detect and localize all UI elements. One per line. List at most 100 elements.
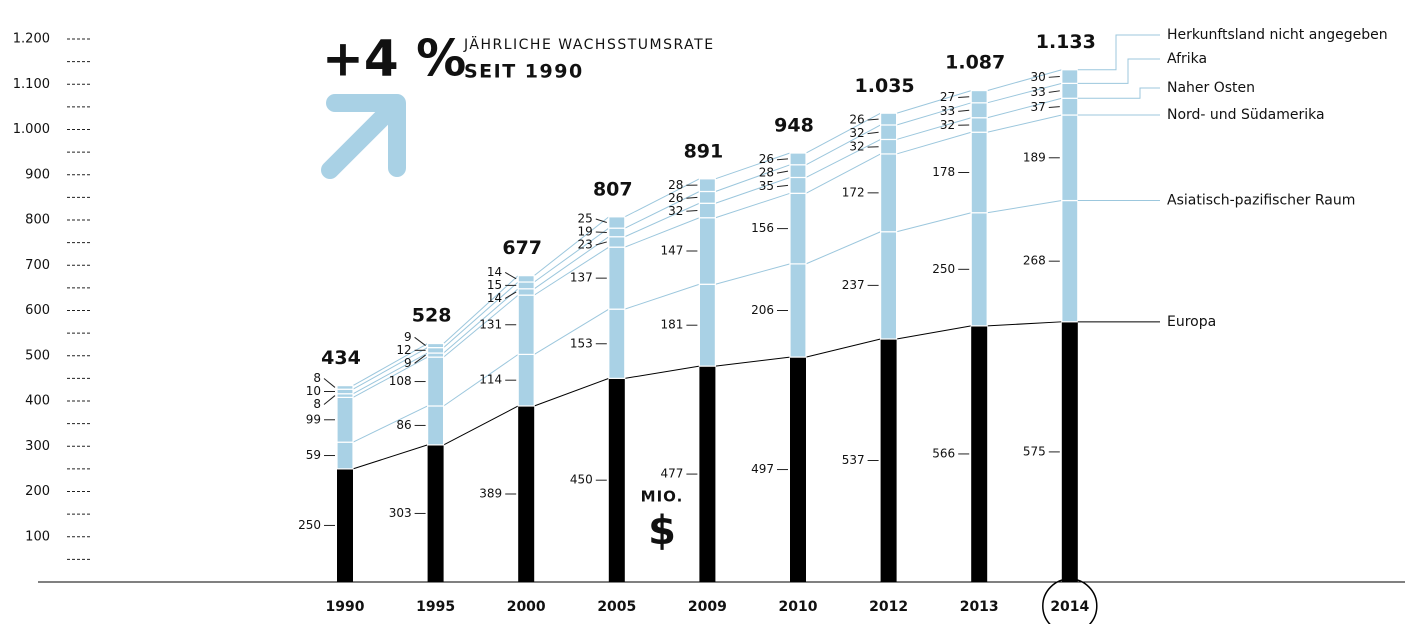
label-dash [1048,90,1060,93]
bar-segment [879,124,898,141]
connector [715,263,791,285]
bar-segment [879,138,898,155]
x-tick-label: 2012 [869,599,908,615]
y-tick-label: 900 [25,167,50,182]
highlight-circle [1042,578,1098,624]
connector [443,294,519,358]
bar-segment [608,246,626,310]
connector [443,353,519,407]
segment-label: 389 [479,486,502,500]
label-dash [595,218,607,223]
bar-segment [427,347,445,354]
bar-segment [427,444,444,582]
segment-label: 108 [389,374,412,388]
bar-segment [427,405,445,446]
label-dash [686,209,698,212]
bar-segment [517,294,535,355]
connector [533,216,610,277]
segment-label: 59 [306,448,321,462]
segment-label: 9 [404,330,412,344]
y-tick-label: 700 [25,258,50,273]
segment-label: 178 [932,165,955,179]
label-dash [958,109,970,112]
growth-caption: JÄHRLICHE WACHSSTUMSRATE [463,35,715,53]
bar-segment [970,212,988,327]
connector [624,365,700,379]
bar-segment [336,396,354,443]
segment-label: 23 [578,237,593,251]
segment-label: 575 [1023,444,1046,458]
connector [715,164,791,192]
unit-symbol: $ [648,508,676,554]
bar-segment [789,192,807,265]
x-tick-label: 2013 [960,599,999,615]
connector [896,212,972,233]
segment-label: 181 [660,318,683,332]
segment-label: 237 [842,278,865,292]
segment-label: 33 [940,104,955,118]
total-label: 528 [412,305,452,327]
label-dash [776,158,789,161]
y-tick-label: 600 [25,303,50,318]
bar-segment [1061,199,1079,323]
label-dash [686,196,698,199]
bar-segment [427,342,445,349]
segment-label: 86 [396,418,411,432]
legend-label: Asiatisch-pazifischer Raum [1167,193,1355,209]
total-label: 434 [321,347,361,369]
label-dash [867,118,879,121]
bar-segment [427,352,445,358]
connector [987,97,1062,119]
connector [987,69,1062,92]
total-label: 948 [774,115,814,137]
x-tick-label: 2014 [1050,599,1089,615]
segment-label: 147 [660,243,683,257]
bar-segment [517,281,535,290]
connector [443,288,519,354]
bar-segment [698,202,717,219]
bar-segment [336,388,354,395]
bar-segment [608,378,625,582]
connector [896,90,972,114]
bar-segment [337,468,353,582]
connector [624,191,700,229]
segment-label: 566 [932,446,955,460]
legend-leader [1077,34,1160,71]
legend-label: Herkunftsland nicht angegeben [1167,27,1388,43]
bar-segment [879,153,898,233]
connector [352,356,428,398]
segment-label: 15 [487,278,502,292]
connector [533,227,610,283]
x-tick-label: 2010 [779,599,818,615]
connector [896,131,972,155]
bar-segment [336,441,354,470]
bar-segment [1061,97,1079,116]
connector [715,176,791,204]
connector [896,102,972,126]
bar-segment [517,288,535,296]
connector [805,338,881,358]
segment-label: 12 [396,343,411,357]
total-label: 1.087 [945,52,1005,74]
bar-segment [336,385,354,390]
label-dash [414,354,426,364]
segment-label: 8 [313,371,321,385]
segment-label: 268 [1023,254,1046,268]
x-tick-label: 2000 [507,599,546,615]
bar-segment [517,275,535,283]
total-label: 807 [593,178,633,200]
bar-segment [608,227,626,238]
connector [805,231,881,265]
bar-segment [789,152,807,166]
connector [896,325,972,340]
segment-label: 27 [940,90,955,104]
connector [987,82,1062,104]
growth-arrow [321,94,406,179]
segment-label: 14 [487,291,502,305]
bar-segment [789,164,807,179]
segment-label: 35 [759,179,774,193]
segment-label: 8 [313,397,321,411]
connector [715,192,791,219]
segment-label: 32 [940,118,955,132]
